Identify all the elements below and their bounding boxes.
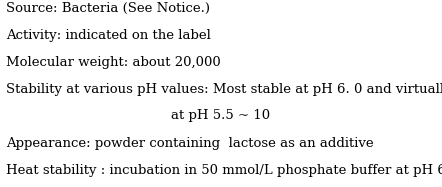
Text: at pH 5.5 ~ 10: at pH 5.5 ~ 10 xyxy=(171,109,271,122)
Text: Molecular weight: about 20,000: Molecular weight: about 20,000 xyxy=(6,56,221,69)
Text: Stability at various pH values: Most stable at pH 6. 0 and virtually stable: Stability at various pH values: Most sta… xyxy=(6,83,442,96)
Text: Appearance: powder containing  lactose as an additive: Appearance: powder containing lactose as… xyxy=(6,137,373,150)
Text: Activity: indicated on the label: Activity: indicated on the label xyxy=(6,29,211,42)
Text: Source: Bacteria (See Notice.): Source: Bacteria (See Notice.) xyxy=(6,2,210,15)
Text: Heat stability : incubation in 50 mmol/L phosphate buffer at pH 6.0 for: Heat stability : incubation in 50 mmol/L… xyxy=(6,164,442,177)
